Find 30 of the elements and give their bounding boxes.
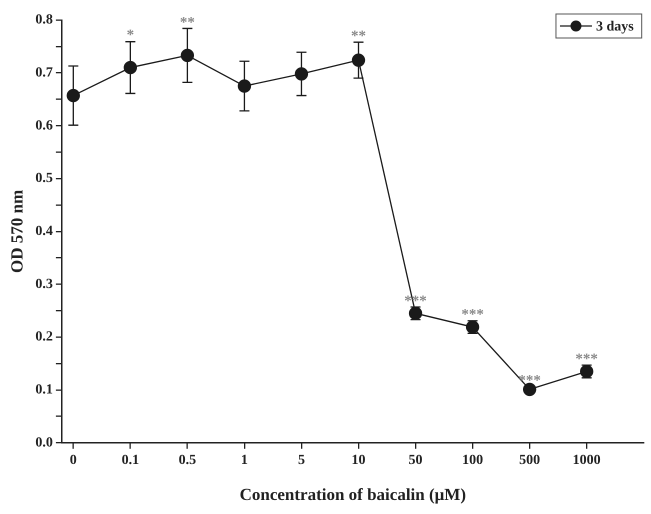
point <box>238 79 252 93</box>
x-tick-label: 10 <box>352 452 366 468</box>
y-tick-label: 0.2 <box>35 330 53 345</box>
y-tick-label: 0.7 <box>35 65 53 80</box>
y-tick-label: 0.5 <box>35 171 53 186</box>
x-tick-label: 500 <box>519 452 540 468</box>
y-tick-label: 0.8 <box>35 12 53 28</box>
annotation: *** <box>461 307 484 324</box>
y-tick-label: 0.4 <box>35 224 53 240</box>
legend-label: 3 days <box>596 20 634 35</box>
annotation: ** <box>351 28 366 45</box>
x-tick-label: 0.1 <box>122 452 140 468</box>
y-axis-title: OD 570 nm <box>8 190 27 273</box>
x-tick-label: 1 <box>240 452 248 468</box>
x-tick-label: 1000 <box>572 452 601 468</box>
x-tick-label: 5 <box>298 452 305 468</box>
y-tick-label: 0.1 <box>35 382 53 398</box>
annotation: * <box>126 28 134 44</box>
x-tick-label: 0 <box>70 452 77 468</box>
y-tick-label: 0.0 <box>35 435 53 450</box>
y-tick-label: 0.3 <box>35 276 53 292</box>
point <box>294 67 308 81</box>
annotation: *** <box>575 351 598 368</box>
y-tick-label: 0.6 <box>35 118 53 134</box>
x-tick-label: 50 <box>408 452 423 468</box>
x-axis-title: Concentration of baicalin (μM) <box>240 485 466 504</box>
x-tick-label: 100 <box>462 452 484 468</box>
point <box>352 54 366 67</box>
x-tick-label: 0.5 <box>178 452 196 468</box>
annotation: ** <box>180 14 195 31</box>
